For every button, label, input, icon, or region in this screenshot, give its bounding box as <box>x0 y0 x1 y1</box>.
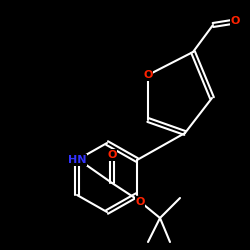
Text: O: O <box>230 16 240 26</box>
Text: HN: HN <box>68 155 86 165</box>
Text: O: O <box>107 150 117 160</box>
Text: O: O <box>143 70 153 80</box>
Text: O: O <box>135 197 145 207</box>
